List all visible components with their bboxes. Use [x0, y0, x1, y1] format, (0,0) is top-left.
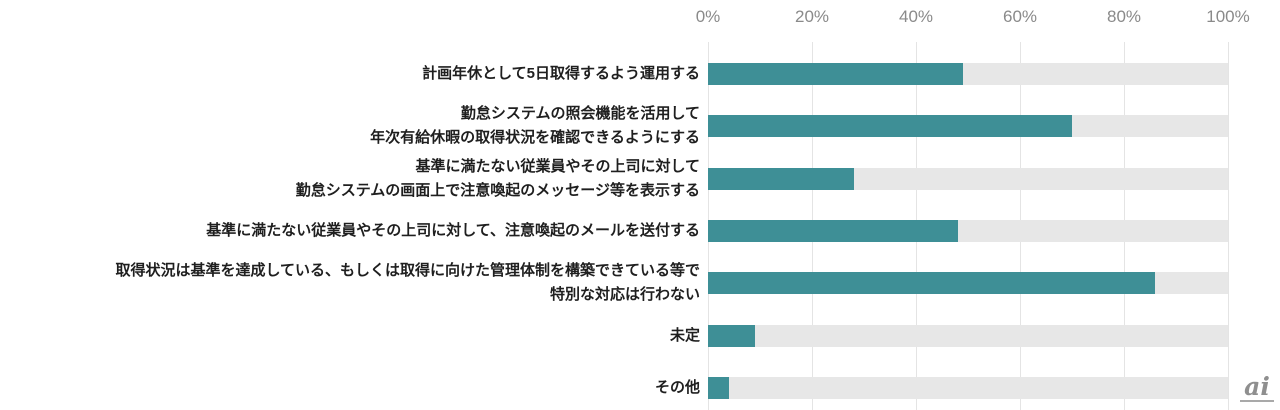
gridline [1228, 42, 1229, 410]
bar-label-line: 特別な対応は行わない [549, 286, 700, 304]
x-axis-tick-label: 80% [1106, 7, 1142, 26]
bar-label-line: 基準に満たない従業員やその上司に対して、注意喚起のメールを送付する [206, 221, 700, 239]
bar-track [708, 219, 1228, 242]
bar-label: 基準に満たない従業員やその上司に対して勤怠システムの画面上で注意喚起のメッセージ… [0, 155, 700, 203]
bar-fill [708, 272, 1156, 295]
bar-track [708, 63, 1228, 85]
x-axis-tick-label: 60% [1002, 7, 1038, 26]
bar-fill [708, 63, 963, 85]
bar-label-line: その他 [654, 378, 700, 396]
bar-label-line: 勤怠システムの照会機能を活用して [460, 105, 700, 123]
publisher-logo-text: ai [1244, 372, 1270, 401]
bar-label-line: 取得状況は基準を達成している、もしくは取得に向けた管理体制を構築できている等で [115, 262, 700, 280]
bar-label: 計画年休として5日取得するよう運用する [0, 62, 700, 86]
bar-fill [708, 115, 1072, 138]
publisher-logo-rule [1240, 400, 1274, 402]
bar-label: 勤怠システムの照会機能を活用して年次有給休暇の取得状況を確認できるようにする [0, 102, 700, 150]
bar-track [708, 272, 1228, 295]
publisher-logo: ai [1240, 372, 1274, 402]
bar-label: その他 [0, 376, 700, 400]
bar-label-line: 計画年休として5日取得するよう運用する [422, 65, 700, 82]
bar-track [708, 376, 1228, 399]
bar-fill [708, 376, 729, 399]
bar-label-line: 基準に満たない従業員やその上司に対して [415, 157, 700, 175]
bar-fill [708, 219, 958, 242]
bar-track [708, 167, 1228, 190]
x-axis-tick-label: 0% [695, 7, 721, 26]
bar-fill [708, 167, 854, 190]
x-axis-tick-label: 20% [794, 7, 830, 26]
bar-label: 取得状況は基準を達成している、もしくは取得に向けた管理体制を構築できている等で特… [0, 259, 700, 307]
bar-label: 基準に満たない従業員やその上司に対して、注意喚起のメールを送付する [0, 219, 700, 243]
bar-track [708, 324, 1228, 347]
x-axis-tick-label: 100% [1206, 7, 1250, 26]
bar-label-line: 年次有給休暇の取得状況を確認できるようにする [370, 129, 700, 147]
bar-track [708, 115, 1228, 138]
x-axis-tick-label: 40% [898, 7, 934, 26]
bar-fill [708, 324, 755, 347]
bar-label: 未定 [0, 324, 700, 348]
bar-label-line: 未定 [669, 326, 700, 344]
bar-label-line: 勤怠システムの画面上で注意喚起のメッセージ等を表示する [295, 181, 700, 199]
